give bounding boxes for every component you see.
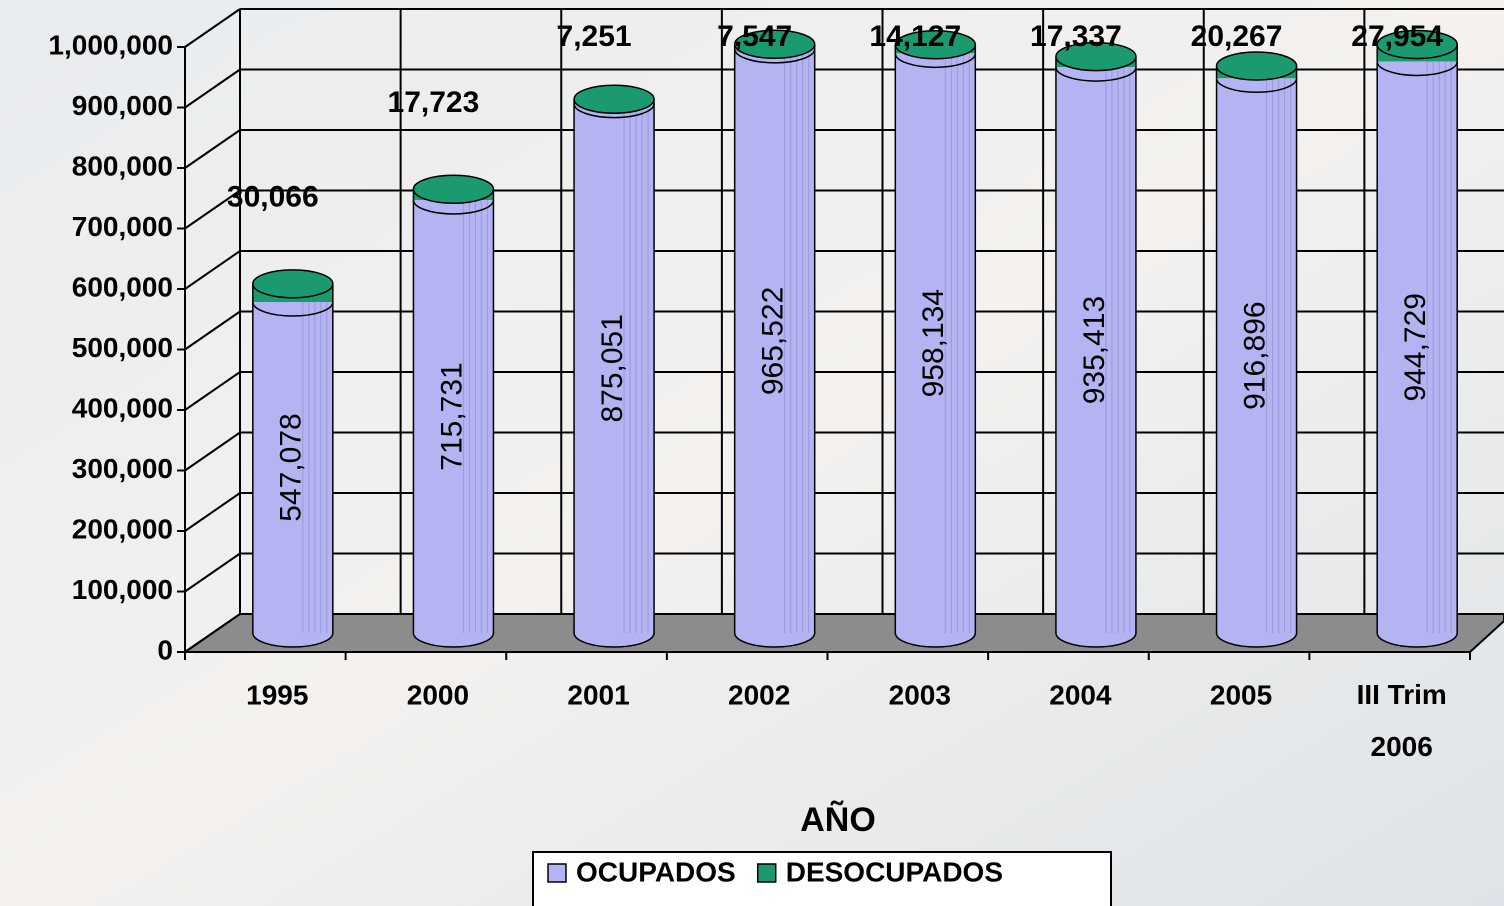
y-tick-label: 200,000 bbox=[72, 513, 173, 544]
y-tick-label: 700,000 bbox=[72, 211, 173, 242]
x-axis-title: AÑO bbox=[800, 801, 876, 839]
x-tick-label: 2003 bbox=[889, 679, 951, 710]
legend: OCUPADOS DESOCUPADOS bbox=[533, 852, 1111, 906]
value-label: 935,413 bbox=[1078, 296, 1111, 404]
y-tick-label: 400,000 bbox=[72, 392, 173, 423]
value-label: 875,051 bbox=[596, 314, 629, 422]
x-tick-label-line: III Trim bbox=[1357, 679, 1447, 710]
legend-swatch bbox=[548, 864, 566, 882]
floor bbox=[185, 614, 1504, 652]
y-tick-label: 100,000 bbox=[72, 574, 173, 605]
legend-label: DESOCUPADOS bbox=[786, 856, 1003, 887]
value-label: 7,547 bbox=[717, 20, 792, 53]
value-label: 7,251 bbox=[557, 20, 632, 53]
x-tick-label-line: 2006 bbox=[1371, 731, 1433, 762]
x-tick-label: 2000 bbox=[407, 679, 469, 710]
value-label: 20,267 bbox=[1191, 20, 1283, 53]
value-label: 17,337 bbox=[1030, 20, 1122, 53]
y-tick-label: 500,000 bbox=[72, 332, 173, 363]
value-label: 30,066 bbox=[227, 181, 319, 214]
y-tick-label: 900,000 bbox=[72, 90, 173, 121]
x-tick-label: 2005 bbox=[1210, 679, 1272, 710]
y-tick-label: 600,000 bbox=[72, 271, 173, 302]
legend-swatch bbox=[758, 864, 776, 882]
x-tick-label: 2004 bbox=[1049, 679, 1112, 710]
value-label: 916,896 bbox=[1238, 301, 1271, 409]
value-label: 958,134 bbox=[917, 289, 950, 397]
cylinder-cap bbox=[413, 175, 493, 203]
value-label: 17,723 bbox=[388, 86, 480, 119]
value-label: 944,729 bbox=[1399, 293, 1432, 401]
value-label: 965,522 bbox=[757, 287, 790, 395]
cylinder-cap bbox=[574, 85, 654, 113]
y-tick-label: 1,000,000 bbox=[48, 29, 173, 60]
value-label: 547,078 bbox=[275, 413, 308, 521]
legend-label: OCUPADOS bbox=[576, 856, 736, 887]
x-tick-label: 1995 bbox=[246, 679, 308, 710]
value-label: 715,731 bbox=[435, 362, 468, 470]
chart: AÑO 0 100,000 200,000 300,000 400,000 500,000… bbox=[0, 0, 1504, 906]
y-tick-label: 300,000 bbox=[72, 453, 173, 484]
value-label: 14,127 bbox=[869, 20, 961, 53]
cylinder-cap bbox=[1217, 52, 1297, 80]
cylinder-cap bbox=[253, 270, 333, 298]
x-tick-label: 2002 bbox=[728, 679, 790, 710]
y-tick-label: 800,000 bbox=[72, 150, 173, 181]
x-tick-label: 2001 bbox=[567, 679, 629, 710]
y-tick-label: 0 bbox=[157, 634, 173, 665]
value-label: 27,954 bbox=[1351, 20, 1443, 53]
